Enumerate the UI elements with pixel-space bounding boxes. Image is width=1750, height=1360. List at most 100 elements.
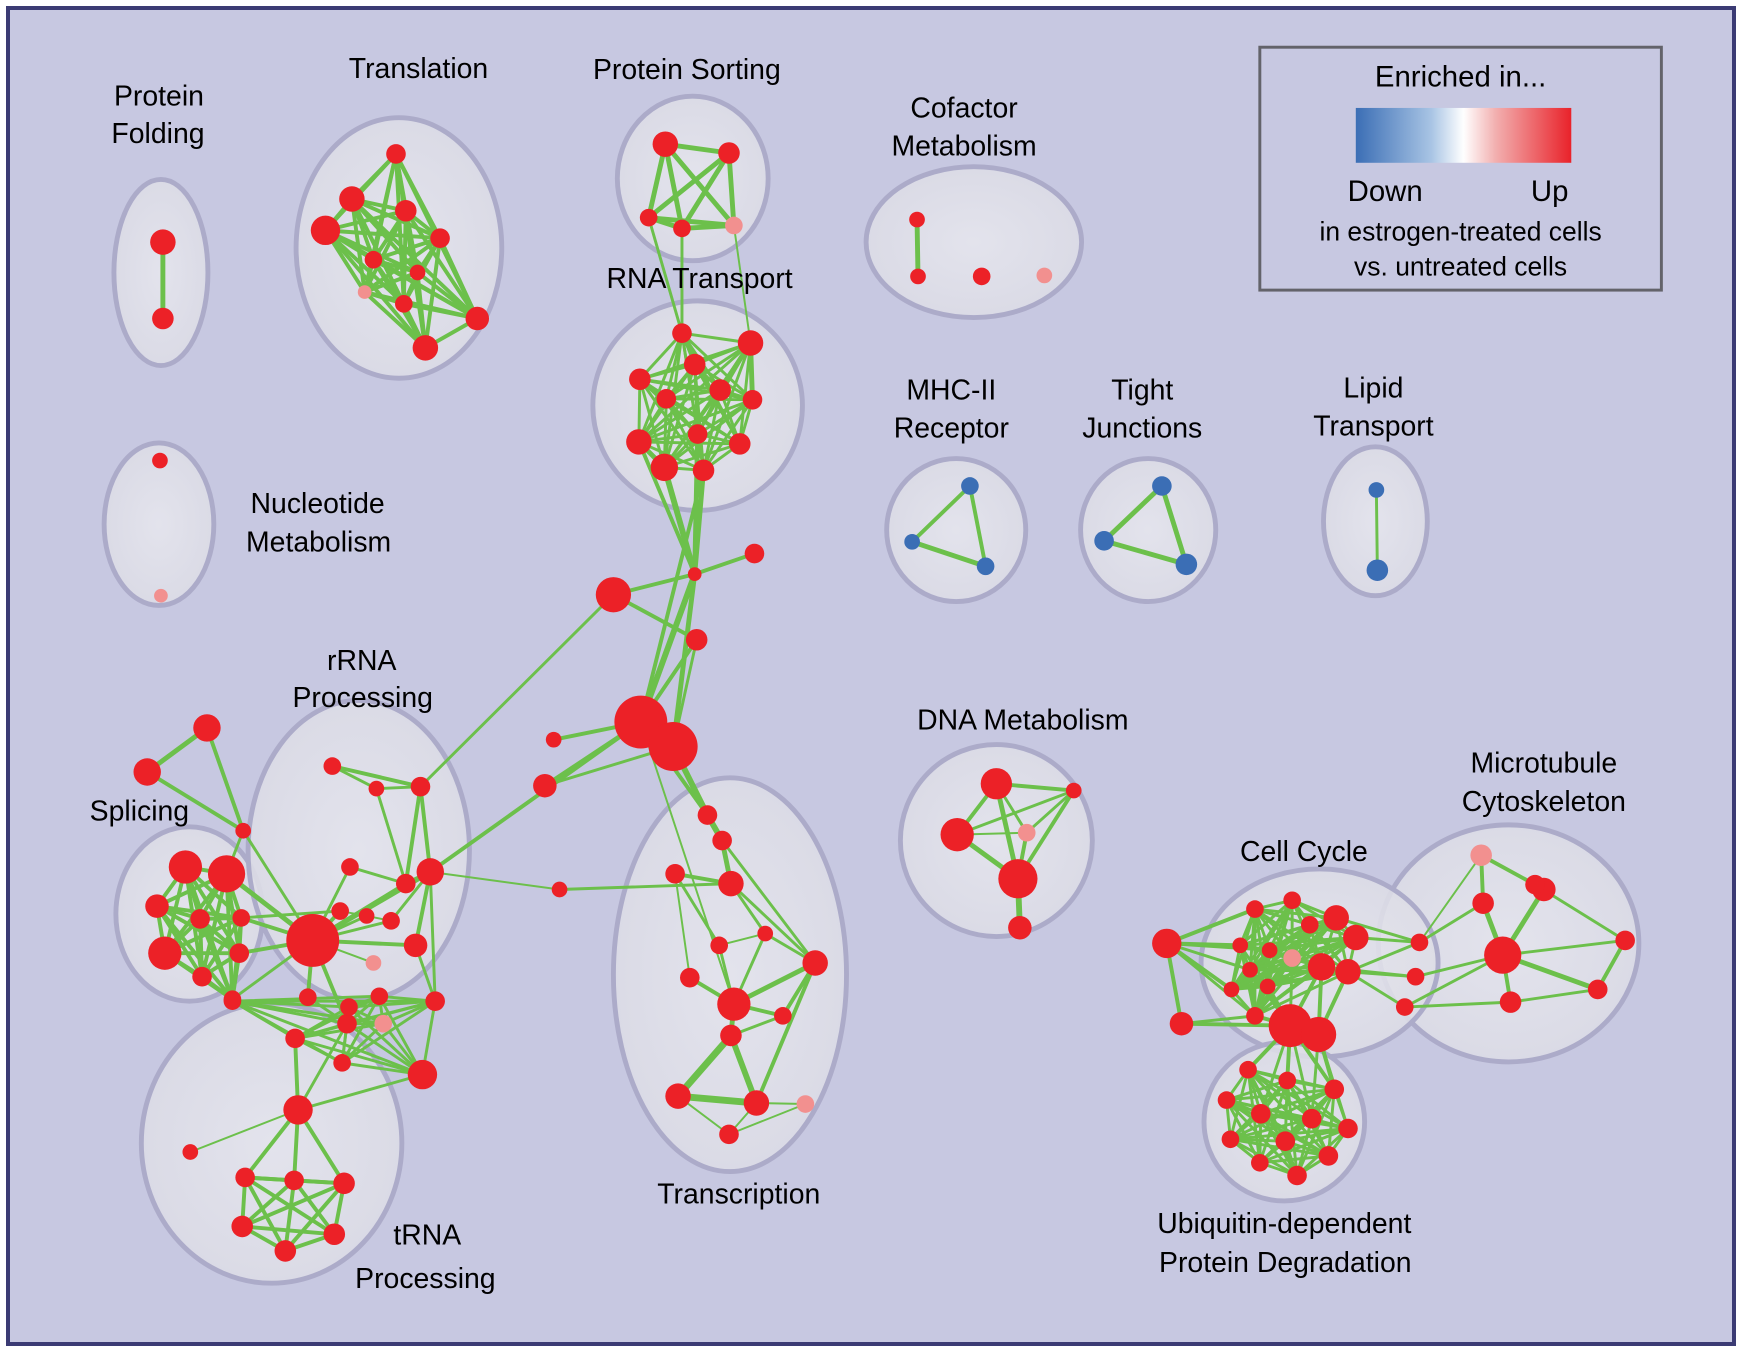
network-edge [914,217,921,279]
network-edge [1418,901,1485,944]
network-edge [429,870,561,891]
network-node [284,1170,304,1191]
network-node [680,967,700,988]
network-node [545,731,562,748]
network-node [416,858,444,886]
network-edge [296,1022,349,1112]
network-node [717,987,751,1021]
network-node [323,757,342,775]
network-edge [646,150,732,221]
network-node [1484,936,1522,974]
network-node [904,533,920,550]
network-node [1470,844,1492,867]
network-node [358,908,375,924]
network-node [395,295,413,313]
network-node [719,1124,739,1145]
network-node [333,1054,351,1072]
cluster-label: Splicing [90,796,189,828]
network-edge [702,398,754,472]
network-node [961,477,979,495]
network-node [718,870,744,897]
network-node [1261,942,1278,959]
network-edge [283,1181,347,1253]
cluster-label: Folding [111,118,204,150]
network-edge [293,1036,424,1077]
network-edge [1228,1117,1314,1141]
network-node [1395,998,1414,1016]
cluster-label: Protein [114,81,204,113]
cluster-label: Microtubule [1470,748,1617,780]
network-node [407,1059,438,1090]
network-edge [726,150,737,228]
network-node [1065,782,1082,799]
network-node [1251,1104,1271,1124]
cluster-ellipse-rrna-processing [245,698,472,1003]
cluster-label: Metabolism [891,131,1036,163]
network-edge [674,1092,760,1107]
network-edge [637,331,684,444]
network-edge [403,208,480,321]
network-edge [377,994,424,1077]
network-edge [239,909,342,920]
network-edge [636,439,697,577]
network-node [1232,937,1249,954]
network-node [1323,905,1349,931]
cluster-label: Nucleotide [251,488,385,520]
network-edge [200,915,244,979]
cluster-label: Tight [1111,374,1173,406]
network-node [697,805,718,825]
network-node [1343,924,1369,951]
network-node [1275,1131,1296,1152]
network-node [1587,979,1608,1000]
network-edge [1418,854,1483,944]
network-edge [1509,987,1600,1004]
cluster-ellipse-cofactor-metabolism [863,164,1085,320]
cluster-label: Protein Sorting [593,54,781,86]
network-edge [155,904,242,956]
legend-gradient-bar [1355,107,1572,163]
network-node [940,818,974,852]
network-node [152,452,168,469]
network-node [364,250,383,269]
cluster-label: Processing [355,1263,495,1295]
network-node [718,142,740,164]
network-node [672,323,692,343]
network-node [133,758,161,786]
legend-caption-line1: in estrogen-treated cells [1320,216,1602,246]
network-node [650,453,679,482]
network-node [972,267,991,286]
network-node [1406,967,1425,986]
network-edge [205,725,246,833]
network-edge [340,994,381,1065]
network-node [1366,559,1389,581]
network-edge [638,377,705,472]
network-edge [1258,1127,1350,1165]
cluster-ellipse-mhc-ii-receptor [884,456,1029,605]
network-node [639,208,658,227]
network-edge [1334,916,1421,944]
network-node [626,429,652,455]
cluster-label: Cytoskeleton [1462,786,1626,818]
network-node [235,822,252,839]
network-node [1259,978,1276,995]
network-edge [230,999,385,1026]
cluster-label: tRNA [393,1220,461,1252]
network-node [154,588,168,603]
network-node [710,936,729,955]
network-node [1300,915,1319,934]
cluster-label: Processing [292,682,432,714]
network-node [412,335,439,361]
network-node [725,216,743,235]
network-node [1251,1153,1269,1172]
cluster-label: Junctions [1082,413,1202,445]
network-node [743,1090,770,1116]
network-node [1278,1071,1297,1090]
network-node [1283,891,1301,910]
network-node [685,628,708,651]
network-edge [662,141,685,231]
network-node [374,1014,393,1033]
network-edge [664,341,753,401]
cluster-label: Transcription [657,1179,820,1211]
network-edge [955,789,1076,837]
network-edge [1101,538,1189,567]
